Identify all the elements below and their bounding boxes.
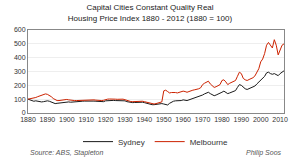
svg-text:1960: 1960 [175, 116, 191, 123]
svg-text:Melbourne: Melbourne [190, 138, 228, 147]
svg-text:1890: 1890 [40, 116, 56, 123]
svg-text:1900: 1900 [59, 116, 75, 123]
svg-text:1920: 1920 [98, 116, 114, 123]
svg-text:1990: 1990 [234, 116, 250, 123]
svg-text:1940: 1940 [137, 116, 153, 123]
svg-text:2000: 2000 [253, 116, 269, 123]
svg-text:1950: 1950 [156, 116, 172, 123]
svg-text:600: 600 [14, 26, 26, 33]
svg-text:1930: 1930 [117, 116, 133, 123]
svg-text:Capital Cities Constant Qualit: Capital Cities Constant Quality RealHous… [68, 3, 233, 22]
svg-text:1880: 1880 [20, 116, 36, 123]
svg-text:1980: 1980 [214, 116, 230, 123]
svg-text:100: 100 [14, 96, 26, 103]
svg-text:1970: 1970 [195, 116, 211, 123]
svg-text:300: 300 [14, 68, 26, 75]
svg-text:Source: ABS, Stapleton: Source: ABS, Stapleton [30, 149, 103, 157]
svg-text:1910: 1910 [78, 116, 94, 123]
svg-text:Sydney: Sydney [118, 138, 145, 147]
svg-text:200: 200 [14, 82, 26, 89]
svg-text:0: 0 [22, 109, 26, 116]
svg-text:2010: 2010 [272, 116, 288, 123]
svg-text:500: 500 [14, 40, 26, 47]
svg-text:Philip Soos: Philip Soos [246, 149, 282, 157]
svg-text:400: 400 [14, 54, 26, 61]
